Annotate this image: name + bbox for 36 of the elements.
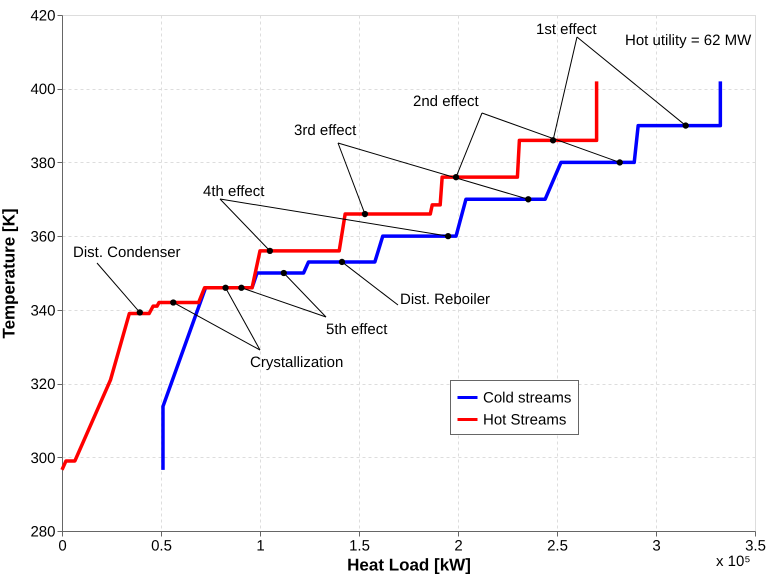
y-tick-label: 300 — [30, 450, 56, 467]
x-tick-label: 1.5 — [349, 538, 370, 554]
x-tick-label: 3 — [652, 538, 661, 554]
point — [170, 299, 176, 306]
point — [280, 270, 287, 276]
annotation: Dist. Condenser — [73, 244, 181, 261]
text: x 10⁵ — [716, 553, 751, 570]
point — [222, 284, 229, 291]
annotation: 4th effect — [203, 183, 266, 200]
line-series — [60, 80, 598, 472]
y-tick-label: 280 — [30, 524, 56, 540]
y-tick-label: 360 — [30, 228, 56, 246]
x-axis-title: Heat Load [kW] — [347, 556, 471, 574]
y-tick-label: 340 — [30, 302, 56, 320]
point — [616, 159, 623, 166]
y-tick-label: 320 — [30, 376, 56, 394]
annotation: Hot utility = 62 MW — [625, 32, 752, 49]
x-tick-label: 0 — [58, 538, 67, 554]
annotation: 1st effect — [536, 21, 598, 38]
annotation: Dist. Reboiler — [400, 291, 490, 308]
annotation: 3rd effect — [294, 122, 358, 139]
x-tick-label: 2.5 — [547, 538, 568, 554]
y-tick-label: 380 — [30, 154, 56, 172]
y-axis-title: Temperature [K] — [0, 208, 18, 339]
legend-label: Hot Streams — [483, 412, 566, 428]
point — [238, 284, 245, 291]
x-tick-label: 2 — [454, 538, 463, 554]
annotation: Crystallization — [250, 354, 344, 371]
annotation: 2nd effect — [413, 93, 480, 110]
y-tick-label: 400 — [30, 81, 56, 98]
x-tick-label: 3.5 — [745, 538, 766, 554]
annotation: 5th effect — [326, 321, 388, 338]
y-tick-label: 420 — [30, 8, 56, 24]
x-tick-label: 0.5 — [151, 538, 172, 554]
legend-label: Cold streams — [483, 390, 572, 406]
x-tick-label: 1 — [256, 538, 265, 554]
